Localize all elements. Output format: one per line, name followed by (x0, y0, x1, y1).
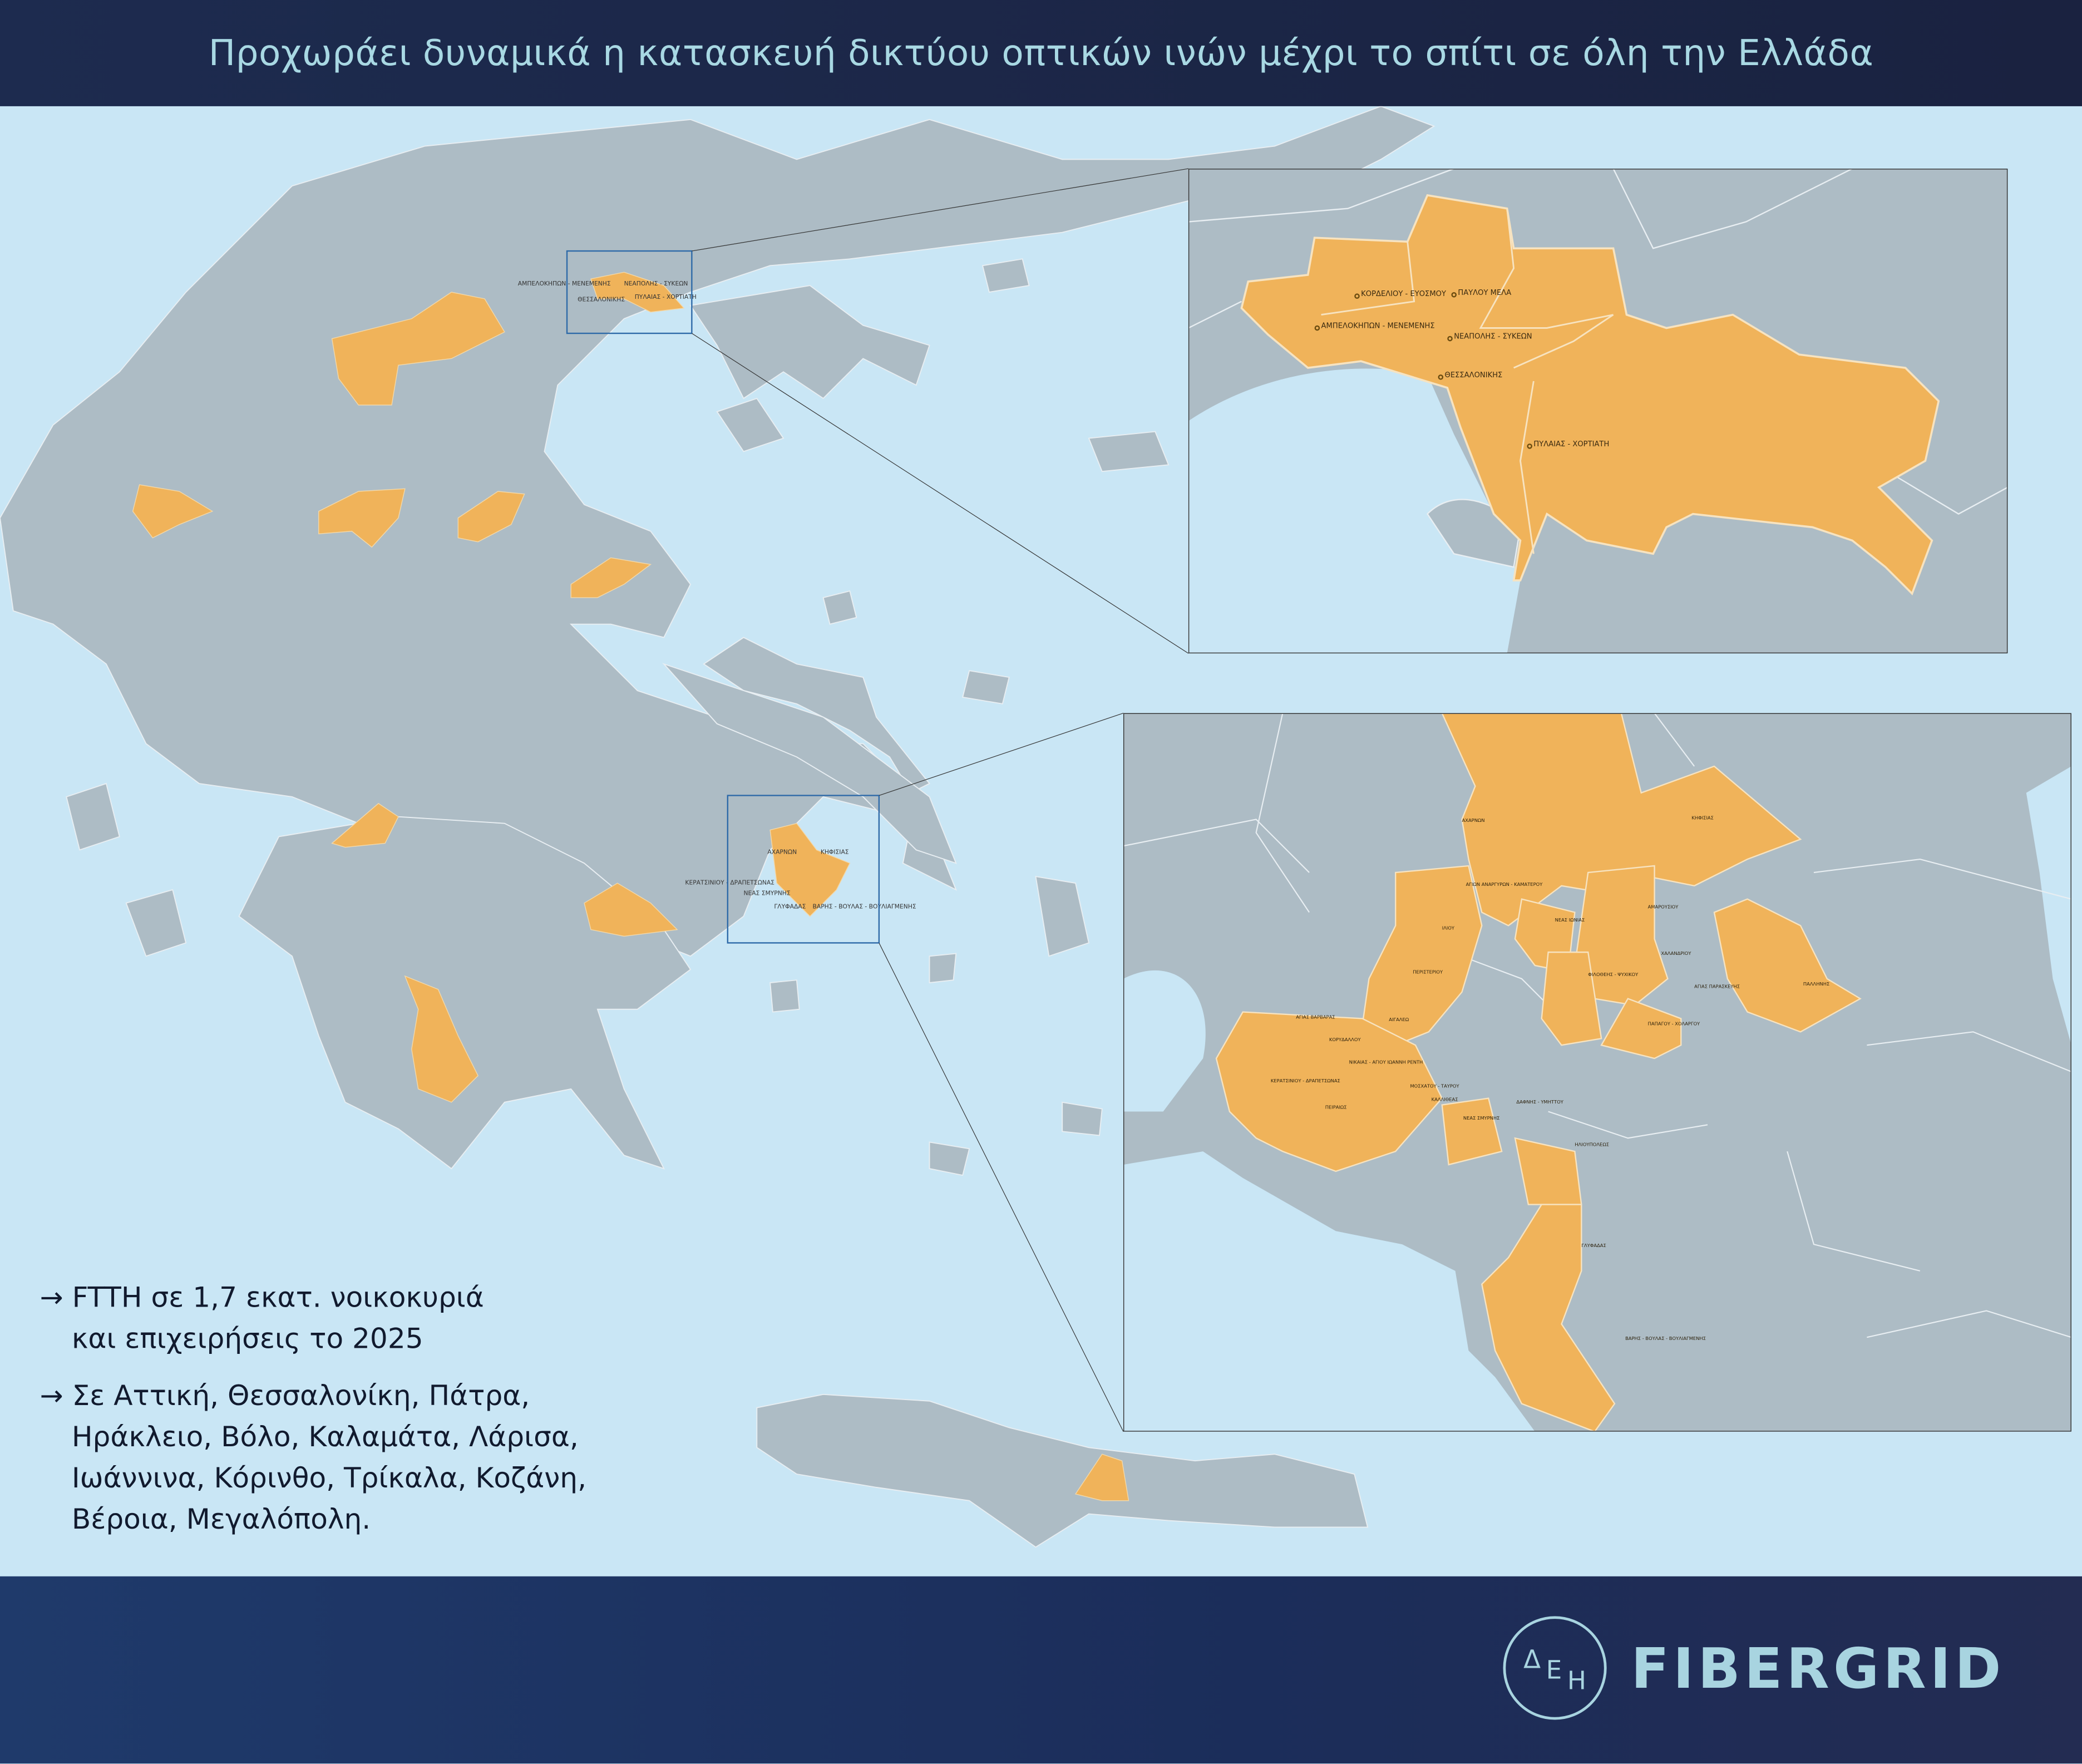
map-label: ΓΛΥΦΑΔΑΣ (1581, 1243, 1606, 1248)
coverage-megalopoli-kalamata (404, 975, 479, 1103)
map-label: ΚΕΡΑΤΣΙΝΙΟΥ - ΔΡΑΠΕΤΣΩΝΑΣ (1271, 1078, 1340, 1083)
map-label: ΑΓΙΩΝ ΑΝΑΡΓΥΡΩΝ - ΚΑΜΑΤΕΡΟΥ (1466, 881, 1543, 887)
map-label: ΚΟΡΔΕΛΙΟΥ - ΕΥΟΣΜΟΥ (1361, 290, 1447, 298)
coverage-athens-small (769, 822, 851, 917)
map-label: ΔΑΦΝΗΣ - ΥΜΗΤΤΟΥ (1516, 1099, 1563, 1105)
coverage-ioannina (132, 484, 214, 539)
coverage-regions (132, 272, 1129, 1501)
bullet-text: Ιωάννινα, Κόρινθο, Τρίκαλα, Κοζάνη, (71, 1462, 587, 1494)
map-label: ΙΛΙΟΥ (1442, 925, 1455, 931)
deh-fibergrid-logo: Δ Ε Η FIBERGRID (1503, 1616, 2005, 1720)
mini-label: ΒΑΡΗΣ - ΒΟΥΛΑΣ - ΒΟΥΛΙΑΓΜΕΝΗΣ (813, 903, 916, 910)
map-label: ΜΟΣΧΑΤΟΥ - ΤΑΥΡΟΥ (1410, 1083, 1459, 1089)
thessaloniki-locator-box (566, 250, 693, 334)
map-label: ΝΕΑΣ ΣΜΥΡΝΗΣ (1463, 1115, 1500, 1121)
map-label: ΝΕΑΠΟΛΗΣ - ΣΥΚΕΩΝ (1454, 333, 1532, 341)
coverage-thessaloniki-inset (1240, 194, 1940, 595)
map-label: ΠΑΛΛΗΝΗΣ (1803, 981, 1829, 987)
map-label: ΑΧΑΡΝΩΝ (1462, 817, 1485, 823)
euboea (662, 663, 957, 864)
map-label: ΚΗΦΙΣΙΑΣ (1691, 815, 1713, 820)
coverage-volos (570, 557, 652, 598)
map-label: ΦΙΛΟΘΕΗΣ - ΨΥΧΙΚΟΥ (1588, 972, 1639, 977)
mini-label: ΓΛΥΦΑΔΑΣ (774, 903, 806, 910)
map-label: ΧΑΛΑΝΔΡΙΟΥ (1661, 950, 1692, 956)
map-label: ΑΓΙΑΣ ΒΑΡΒΑΡΑΣ (1296, 1014, 1335, 1019)
coverage-larisa (457, 491, 525, 543)
bullet-text: Βέροια, Μεγαλόπολη. (71, 1503, 371, 1535)
coverage-patra (331, 802, 399, 848)
map-label: ΑΓΙΑΣ ΠΑΡΑΣΚΕΥΗΣ (1694, 984, 1740, 989)
map-label: ΠΕΙΡΑΙΩΣ (1325, 1105, 1347, 1110)
map-label: ΝΙΚΑΙΑΣ - ΑΓΙΟΥ ΙΩΑΝΝΗ ΡΕΝΤΗ (1349, 1060, 1423, 1065)
map-label: ΚΟΡΥΔΑΛΛΟΥ (1329, 1037, 1361, 1042)
highlights-list: → FTTH σε 1,7 εκατ. νοικοκυριά και επιχε… (40, 1278, 586, 1556)
map-label: ΠΕΡΙΣΤΕΡΙΟΥ (1413, 969, 1443, 974)
mini-label: ΑΧΑΡΝΩΝ (767, 849, 797, 856)
map-label: ΑΜΠΕΛΟΚΗΠΩΝ - ΜΕΝΕΜΕΝΗΣ (1321, 322, 1435, 330)
athens-locator-box (727, 795, 880, 944)
locator-labels: ΑΜΠΕΛΟΚΗΠΩΝ - ΜΕΝΕΜΕΝΗΣ ΝΕΑΠΟΛΗΣ - ΣΥΚΕΩ… (518, 280, 916, 910)
map-label: ΝΕΑΣ ΙΩΝΙΑΣ (1555, 917, 1585, 923)
arrow-icon: → (40, 1281, 63, 1314)
athens-inset: ΑΧΑΡΝΩΝ ΚΗΦΙΣΙΑΣ ΑΓΙΩΝ ΑΝΑΡΓΥΡΩΝ - ΚΑΜΑΤ… (1123, 713, 2071, 1432)
coverage-thessaloniki-small (590, 272, 685, 313)
deh-logo-mark: Δ Ε Η (1503, 1616, 1607, 1720)
mini-label: ΘΕΣΣΑΛΟΝΙΚΗΣ (578, 296, 625, 303)
bullet-text: Σε Αττική, Θεσσαλονίκη, Πάτρα, (72, 1379, 530, 1412)
fibergrid-wordmark: FIBERGRID (1631, 1635, 2005, 1701)
mini-label: ΚΕΡΑΤΣΙΝΙΟΥ - ΔΡΑΠΕΤΣΩΝΑΣ (685, 879, 774, 886)
map-label: ΑΙΓΑΛΕΩ (1389, 1017, 1409, 1022)
land-areas (0, 106, 1435, 1548)
coverage-heraklion (1074, 1453, 1129, 1501)
leader-lines (692, 168, 1189, 1432)
bullet-text: FTTH σε 1,7 εκατ. νοικοκυριά (72, 1281, 484, 1314)
greece-coverage-map: ΑΜΠΕΛΟΚΗΠΩΝ - ΜΕΝΕΜΕΝΗΣ ΝΕΑΠΟΛΗΣ - ΣΥΚΕΩ… (0, 106, 2082, 1576)
map-label: ΚΑΛΛΙΘΕΑΣ (1432, 1096, 1458, 1102)
coverage-trikala (318, 488, 406, 548)
locator-boxes (566, 250, 880, 944)
coverage-korinthos (584, 883, 678, 937)
crete (756, 1393, 1369, 1548)
map-label: ΠΑΠΑΓΟΥ - ΧΟΛΑΡΓΟΥ (1648, 1021, 1701, 1026)
coverage-kozani-veroia (331, 292, 505, 406)
header: Προχωράει δυναμικά η κατασκευή δικτύου ο… (0, 0, 2082, 106)
map-label: ΑΜΑΡΟΥΣΙΟΥ (1648, 904, 1679, 909)
mini-label: ΝΕΑΣ ΣΜΥΡΝΗΣ (743, 890, 790, 897)
mini-label: ΑΜΠΕΛΟΚΗΠΩΝ - ΜΕΝΕΜΕΝΗΣ (518, 280, 611, 287)
bullet-item: → Σε Αττική, Θεσσαλονίκη, Πάτρα, Ηράκλει… (40, 1376, 586, 1540)
map-label: ΒΑΡΗΣ - ΒΟΥΛΑΣ - ΒΟΥΛΙΑΓΜΕΝΗΣ (1625, 1336, 1706, 1341)
mini-label: ΝΕΑΠΟΛΗΣ - ΣΥΚΕΩΝ (624, 280, 688, 287)
footer: Δ Ε Η FIBERGRID (0, 1576, 2082, 1764)
chalkidiki (689, 285, 930, 400)
map-label: ΘΕΣΣΑΛΟΝΙΚΗΣ (1445, 371, 1503, 380)
mini-label: ΠΥΛΑΙΑΣ - ΧΟΡΤΙΑΤΗ (635, 293, 697, 300)
arrow-icon: → (40, 1379, 63, 1412)
peloponnese (238, 816, 692, 1170)
map-label: ΠΑΥΛΟΥ ΜΕΛΑ (1458, 289, 1511, 297)
bullet-text: Ηράκλειο, Βόλο, Καλαμάτα, Λάρισα, (71, 1421, 579, 1453)
page-title: Προχωράει δυναμικά η κατασκευή δικτύου ο… (208, 32, 1874, 74)
bullet-item: → FTTH σε 1,7 εκατ. νοικοκυριά και επιχε… (40, 1278, 586, 1360)
map-label: ΠΥΛΑΙΑΣ - ΧΟΡΤΙΑΤΗ (1533, 440, 1609, 449)
thessaloniki-inset: ΚΟΡΔΕΛΙΟΥ - ΕΥΟΣΜΟΥ ΠΑΥΛΟΥ ΜΕΛΑ ΑΜΠΕΛΟΚΗ… (1188, 169, 2008, 654)
mini-label: ΚΗΦΙΣΙΑΣ (821, 849, 849, 856)
map-label: ΗΛΙΟΥΠΟΛΕΩΣ (1575, 1142, 1609, 1147)
bullet-text: και επιχειρήσεις το 2025 (71, 1322, 423, 1355)
